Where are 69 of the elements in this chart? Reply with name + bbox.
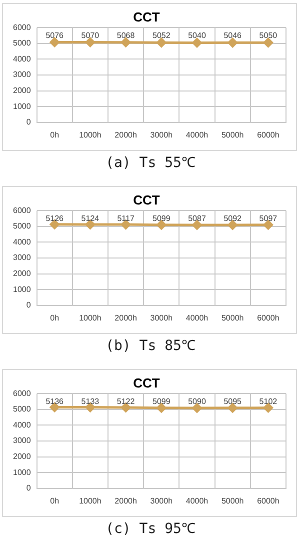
x-tick-label: 2000h [114, 496, 137, 506]
y-tick-label: 6000 [13, 206, 32, 215]
y-tick-label: 4000 [13, 237, 32, 246]
x-tick-label: 0h [50, 313, 60, 322]
data-label: 5133 [81, 396, 100, 406]
y-tick-label: 1000 [13, 284, 32, 294]
y-tick-label: 5000 [13, 404, 32, 414]
data-label: 5124 [81, 214, 100, 223]
data-label: 5076 [46, 30, 64, 40]
x-tick-label: 6000h [257, 313, 280, 322]
x-tick-label: 1000h [79, 496, 102, 506]
x-tick-label: 4000h [186, 130, 208, 140]
text: (c) Ts 95℃ [104, 520, 196, 537]
data-label: 5068 [116, 30, 136, 40]
x-tick-label: 3000h [150, 496, 173, 506]
chart-title: CCT [133, 192, 160, 208]
data-label: 5046 [224, 30, 242, 40]
data-label: 5052 [152, 30, 171, 40]
y-tick-label: 4000 [13, 54, 32, 64]
data-label: 5099 [152, 214, 171, 223]
data-label: 5040 [188, 30, 206, 40]
data-label: 5095 [224, 396, 242, 406]
data-label: 5070 [81, 30, 100, 40]
y-tick-label: 6000 [13, 22, 32, 32]
y-tick-label: 6000 [13, 388, 32, 398]
x-tick-label: 4000h [186, 313, 208, 322]
x-tick-label: 3000h [150, 313, 173, 322]
x-tick-label: 0h [50, 130, 60, 140]
data-label: 5099 [152, 396, 171, 406]
data-label: 5097 [259, 214, 278, 223]
x-tick-label: 6000h [257, 130, 280, 140]
data-label: 5092 [224, 214, 242, 223]
data-label: 5117 [117, 214, 135, 223]
chart-title: CCT [133, 9, 160, 24]
y-tick-label: 0 [26, 118, 32, 127]
x-tick-label: 3000h [150, 130, 173, 140]
y-tick-label: 5000 [13, 222, 32, 231]
text: (a) Ts 55℃ [104, 154, 196, 171]
data-label: 5050 [259, 30, 278, 40]
x-tick-label: 0h [50, 496, 60, 506]
y-tick-label: 5000 [13, 38, 32, 48]
x-tick-label: 5000h [221, 130, 244, 140]
chart-title: CCT [133, 375, 160, 390]
data-label: 5122 [116, 396, 136, 406]
data-label: 5102 [259, 396, 278, 406]
x-tick-label: 4000h [186, 496, 208, 506]
data-label: 5136 [46, 396, 64, 406]
y-tick-label: 4000 [13, 420, 32, 430]
x-tick-label: 5000h [221, 313, 244, 322]
y-tick-label: 0 [26, 300, 32, 310]
y-tick-label: 3000 [13, 253, 32, 262]
data-label: 5087 [188, 214, 206, 223]
x-tick-label: 1000h [79, 313, 102, 322]
y-tick-label: 3000 [13, 436, 32, 446]
y-tick-label: 2000 [13, 452, 32, 462]
data-label: 5126 [46, 214, 64, 223]
x-tick-label: 2000h [114, 313, 137, 322]
y-tick-label: 3000 [13, 70, 32, 80]
data-label: 5090 [188, 396, 206, 406]
y-tick-label: 1000 [13, 468, 32, 477]
y-tick-label: 2000 [13, 269, 32, 278]
y-tick-label: 0 [26, 484, 32, 493]
x-tick-label: 6000h [257, 496, 280, 506]
y-tick-label: 2000 [13, 86, 32, 96]
x-tick-label: 2000h [114, 130, 137, 140]
y-tick-label: 1000 [13, 102, 32, 111]
text: (b) Ts 85℃ [104, 337, 196, 354]
x-tick-label: 5000h [221, 496, 244, 506]
x-tick-label: 1000h [79, 130, 102, 140]
